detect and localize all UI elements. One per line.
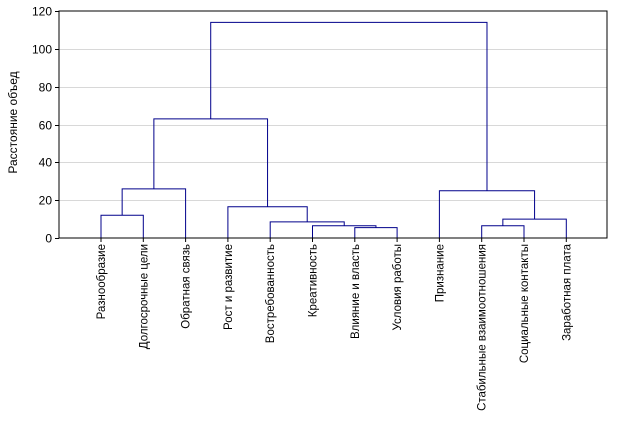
y-tick-label: 0 <box>45 232 52 246</box>
leaf-labels: Разнообразие Долгосрочные цели Обратная св… <box>96 243 573 411</box>
y-tick-label: 20 <box>39 194 53 208</box>
dendrogram-link <box>227 206 308 238</box>
leaf-label: Обратная связь <box>181 244 193 329</box>
y-tick-label: 100 <box>32 43 52 57</box>
y-tick-label: 120 <box>32 5 52 19</box>
dendrogram-links <box>100 21 567 238</box>
leaf-label: Заработная плата <box>561 243 573 341</box>
y-tick-label: 40 <box>39 156 53 170</box>
y-axis-label: Расстояние объед <box>6 71 20 173</box>
y-tick-label: 80 <box>39 81 53 95</box>
dendrogram-link <box>269 221 345 238</box>
dendrogram-link <box>210 21 488 191</box>
leaf-label: Признание <box>434 244 446 302</box>
leaf-label: Востребованность <box>265 244 277 343</box>
leaf-label: Стабильные взаимоотношения <box>477 244 489 411</box>
leaf-label: Социальные контакты <box>519 244 531 363</box>
dendrogram-link <box>354 227 398 238</box>
dendrogram-link <box>121 188 187 238</box>
y-tick-label: 60 <box>39 119 53 133</box>
x-axis-ticks <box>100 238 567 242</box>
leaf-label: Креативность <box>308 244 320 317</box>
leaf-label: Влияние и власть <box>350 244 362 339</box>
plot-frame <box>58 10 608 239</box>
leaf-label: Рост и развитие <box>223 244 235 330</box>
grid-lines <box>59 49 607 201</box>
leaf-label: Долгосрочные цели <box>138 244 150 349</box>
y-axis-ticks: 0 20 40 60 80 100 120 <box>32 5 59 246</box>
leaf-label: Условия работы <box>392 244 404 331</box>
leaf-label: Разнообразие <box>96 244 108 319</box>
